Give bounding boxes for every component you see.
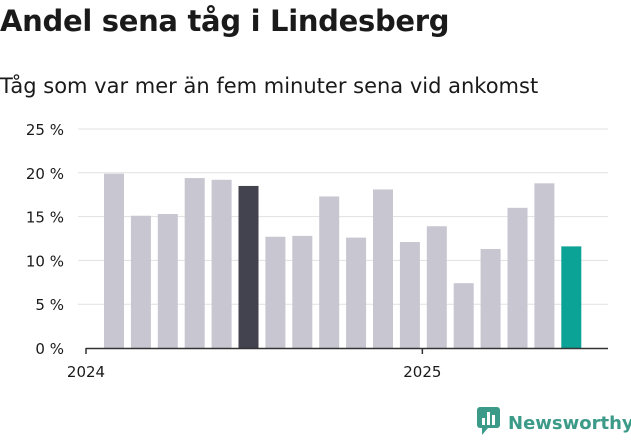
y-tick-label: 20 % <box>26 165 64 183</box>
bar <box>130 215 151 348</box>
bar <box>373 189 393 348</box>
bar <box>426 226 447 348</box>
chart-subtitle: Tåg som var mer än fem minuter sena vid … <box>0 74 539 98</box>
bar <box>104 173 124 348</box>
newsworthy-logo: Newsworthy <box>476 406 631 440</box>
bar <box>319 196 340 348</box>
bar <box>238 185 259 348</box>
y-tick-label: 10 % <box>26 252 64 270</box>
x-tick-label: 2024 <box>67 363 105 381</box>
bar <box>399 242 420 348</box>
bar <box>480 249 501 348</box>
bar <box>211 179 232 348</box>
x-tick-label: 2025 <box>403 363 441 381</box>
y-tick-label: 15 % <box>26 209 64 227</box>
bar <box>157 213 178 348</box>
bar <box>292 235 313 348</box>
bar <box>534 183 555 348</box>
y-tick-label: 0 % <box>35 340 64 358</box>
bar <box>265 236 286 348</box>
newsworthy-logo-text: Newsworthy <box>508 412 631 434</box>
y-tick-label: 25 % <box>26 121 64 139</box>
bar <box>184 178 205 348</box>
y-tick-label: 5 % <box>35 296 64 314</box>
bar <box>561 246 582 348</box>
newsworthy-logo-icon <box>476 406 502 440</box>
bar <box>453 283 474 348</box>
bar <box>507 207 528 348</box>
bar <box>346 237 367 348</box>
chart-title: Andel sena tåg i Lindesberg <box>0 4 450 38</box>
